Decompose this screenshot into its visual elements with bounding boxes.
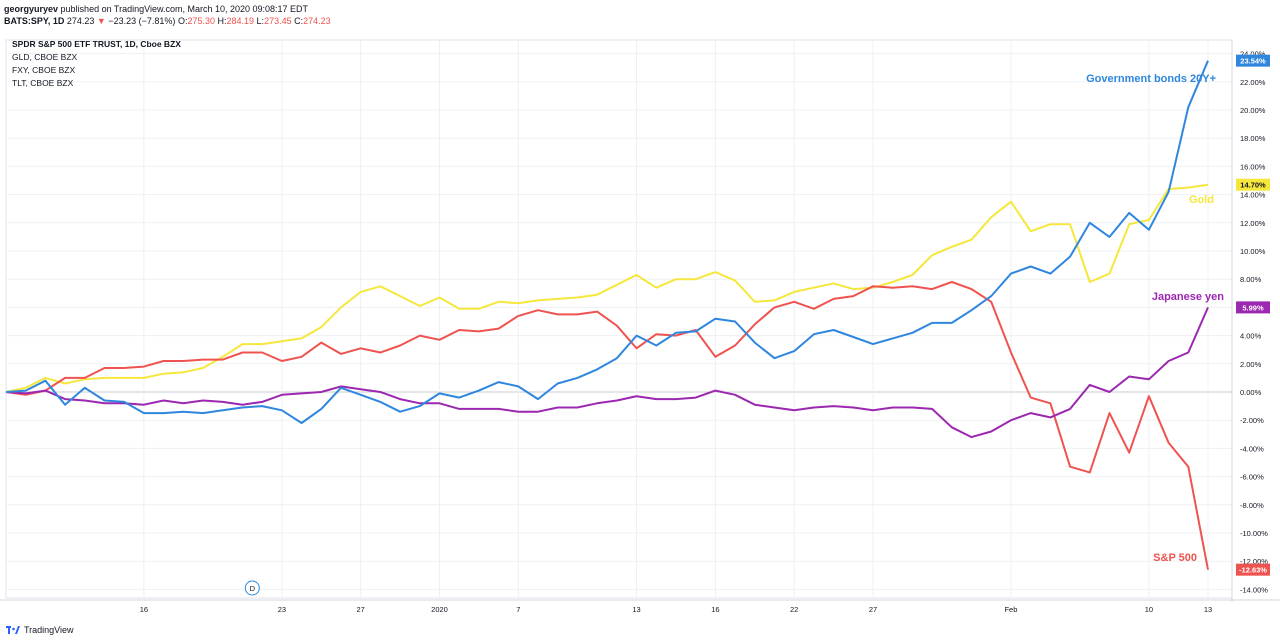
footer-brand-label: TradingView [24, 625, 74, 635]
x-tick-label: 16 [140, 605, 148, 614]
last-value-tag-tlt [1236, 54, 1270, 67]
close-value: 274.23 [303, 16, 331, 26]
y-tick-label: 2.00% [1240, 360, 1262, 369]
publish-info: published on TradingView.com, March 10, … [60, 4, 309, 14]
y-tick-label: -14.00% [1240, 585, 1268, 594]
y-tick-label: 22.00% [1240, 78, 1266, 87]
y-tick-label: 18.00% [1240, 134, 1266, 143]
last-value-label-fxy: 5.99% [1242, 303, 1264, 312]
y-tick-label: 0.00% [1240, 388, 1262, 397]
series-legend: SPDR S&P 500 ETF TRUST, 1D, Cboe BZX GLD… [12, 38, 181, 90]
last-value-tag-gld [1236, 178, 1270, 191]
chart-header: georgyuryev published on TradingView.com… [4, 3, 331, 27]
y-tick-label: -4.00% [1240, 444, 1264, 453]
author-name[interactable]: georgyuryev [4, 4, 59, 14]
plot-area [5, 39, 1233, 599]
series-line-spy [5, 281, 1209, 570]
dividend-marker [244, 580, 260, 596]
last-value-label-tlt: 23.54% [1240, 57, 1266, 66]
y-tick-label: 10.00% [1240, 247, 1266, 256]
y-tick-label: 8.00% [1240, 275, 1262, 284]
low-value: 273.45 [264, 16, 292, 26]
y-tick-label: 20.00% [1240, 106, 1266, 115]
open-value: 275.30 [187, 16, 215, 26]
y-tick-label: 14.00% [1240, 191, 1266, 200]
x-tick-label: 27 [869, 605, 877, 614]
price-change: −23.23 (−7.81%) [108, 16, 176, 26]
symbol-label: BATS:SPY, 1D [4, 16, 65, 26]
annotation-fxy: Japanese yen [1152, 291, 1224, 303]
publish-line: georgyuryev published on TradingView.com… [4, 3, 331, 15]
x-tick-label: 23 [278, 605, 286, 614]
legend-item-fxy[interactable]: FXY, CBOE BZX [12, 65, 76, 75]
last-value-label-spy: -12.63% [1239, 566, 1267, 575]
high-label: H: [217, 16, 227, 26]
low-label: L: [256, 16, 265, 26]
legend-item-spy[interactable]: SPDR S&P 500 ETF TRUST, 1D, Cboe BZX [12, 39, 181, 49]
last-value-label-gld: 14.70% [1240, 181, 1266, 190]
x-tick-label: 10 [1145, 605, 1153, 614]
annotation-gld: Gold [1189, 194, 1214, 206]
y-tick-label: -10.00% [1240, 529, 1268, 538]
y-tick-label: 4.00% [1240, 332, 1262, 341]
down-arrow-icon: ▼ [96, 16, 106, 26]
y-tick-label: -8.00% [1240, 501, 1264, 510]
x-tick-label: 13 [1204, 605, 1212, 614]
last-value-tag-fxy [1236, 301, 1270, 314]
footer-brand[interactable]: TradingView [6, 625, 74, 635]
open-label: O: [177, 16, 188, 26]
x-tick-label: 27 [357, 605, 365, 614]
y-tick-label: -12.00% [1240, 557, 1268, 566]
series-line-gld [5, 183, 1209, 393]
x-tick-label: Feb [1004, 605, 1017, 614]
annotation-tlt: Government bonds 20Y+ [1086, 73, 1216, 85]
last-price: 274.23 [66, 16, 95, 26]
dividend-marker-label: D [250, 584, 256, 593]
series-line-fxy [5, 306, 1209, 439]
x-tick-label: 7 [516, 605, 520, 614]
last-value-tag-spy [1236, 563, 1270, 576]
y-tick-label: -6.00% [1240, 473, 1264, 482]
y-tick-label: 16.00% [1240, 162, 1266, 171]
y-tick-label: -2.00% [1240, 416, 1264, 425]
x-tick-label: 13 [632, 605, 640, 614]
legend-item-gld[interactable]: GLD, CBOE BZX [12, 52, 78, 62]
ohlc-line: BATS:SPY, 1D 274.23 ▼ −23.23 (−7.81%) O:… [4, 15, 331, 27]
annotation-spy: S&P 500 [1153, 552, 1197, 564]
x-tick-label: 22 [790, 605, 798, 614]
x-tick-label: 2020 [431, 605, 448, 614]
x-tick-label: 16 [711, 605, 719, 614]
series-line-tlt [5, 60, 1209, 424]
y-tick-label: 12.00% [1240, 219, 1266, 228]
close-label: C: [294, 16, 304, 26]
high-value: 284.19 [226, 16, 255, 26]
tradingview-logo-icon [6, 625, 20, 634]
legend-item-tlt[interactable]: TLT, CBOE BZX [12, 78, 74, 88]
y-tick-label: 24.00% [1240, 50, 1266, 59]
